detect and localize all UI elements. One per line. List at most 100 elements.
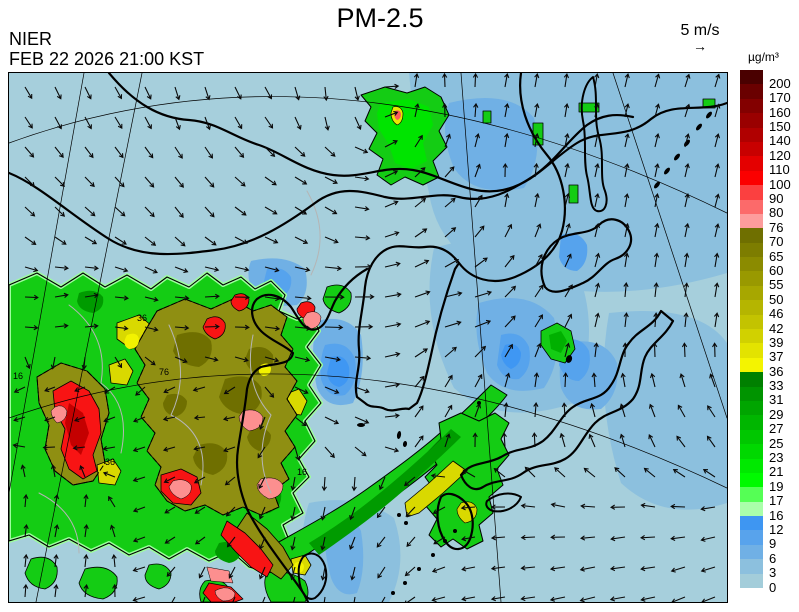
legend-color-box [740,213,763,229]
wind-arrow [563,73,570,88]
wind-arrow [50,356,56,370]
wind-arrow [132,566,146,573]
wind-arrow [444,374,453,388]
wind-arrow [564,192,571,208]
wind-arrow [384,140,398,148]
wind-arrow [384,170,399,178]
wind-arrow [652,342,658,358]
contour-label: 36 [137,313,147,323]
wind-arrow [354,116,362,130]
wind-arrow [414,134,423,148]
legend-color-box [740,458,763,474]
wind-arrow [54,176,65,187]
island [443,539,447,543]
province-border [38,492,80,554]
coastline-honshu [459,309,675,491]
wind-arrow [290,476,296,491]
wind-arrow [264,266,280,273]
province-border [249,334,272,494]
wind-arrow [534,253,543,268]
wind-arrow [83,584,89,598]
legend-color-box [740,544,763,560]
wind-arrow [144,356,156,366]
wind-arrow [619,433,626,448]
wind-arrow [714,282,720,298]
wind-arrow [473,102,479,118]
wind-arrow [84,292,99,299]
legend-color-box [740,386,763,402]
legend-color-box [740,141,763,157]
legend-tick-label: 37 [769,349,784,365]
legend-tick-label: 200 [769,75,791,91]
legend-color-box [740,530,763,546]
wind-arrow [324,146,336,157]
map-canvas: 16 36 16 76 36 [7,71,729,611]
legend-color-box [740,185,763,200]
wind-arrow [591,372,597,388]
wind-arrow [580,503,596,509]
wind-arrow [594,282,601,298]
legend-tick-label: 3 [769,565,777,581]
legend-tick-label: 65 [769,248,784,264]
wind-arrow [534,314,543,328]
wind-arrow [234,266,250,272]
wind-arrow [609,596,626,602]
wind-arrow [384,351,401,358]
wind-arrow [444,433,451,448]
wind-arrow [623,312,629,328]
wind-arrow [654,163,660,178]
wind-arrow [414,320,431,328]
wind-arrow [289,566,296,581]
wind-arrow [354,386,370,394]
page-title: PM-2.5 [336,3,424,33]
wind-arrow [624,163,630,178]
wind-arrow [354,146,369,154]
wind-arrow [24,86,33,100]
wind-arrow [294,386,309,394]
wind-arrow [376,536,386,548]
wind-arrow [502,162,508,178]
legend-tick-label: 50 [769,291,784,307]
graticule-parallel [8,96,728,214]
wind-arrow [324,356,341,362]
wind-arrow [133,416,146,423]
wind-arrow [24,266,39,273]
wind-arrow [588,433,596,448]
wind-arrow [44,386,56,393]
wind-arrow [132,446,146,453]
wind-arrow [414,197,427,208]
wind-arrow [534,223,542,238]
wind-arrow [84,236,98,245]
coastline-hokkaido [540,218,633,293]
legend-color-box [740,415,763,431]
wind-arrow [640,534,656,541]
wind-arrow [472,432,478,448]
legend-tick-label: 17 [769,493,784,509]
wind-arrow [23,583,29,598]
wind-arrow [433,536,446,545]
wind-arrow [54,86,62,100]
pm-yellow-patch [96,458,122,486]
wind-arrow [564,132,570,148]
wind-arrow [24,176,35,187]
wind-arrow [54,265,69,271]
wind-arrow [257,446,266,459]
wind-arrow [563,103,570,118]
wind-arrow [79,465,86,478]
wind-arrow [144,206,155,218]
wind-arrow [653,282,659,298]
wind-arrow [444,404,453,418]
wind-arrow [444,320,462,328]
wind-arrow [53,524,60,538]
wind-arrow [623,282,629,298]
legend-color-box [740,156,763,172]
blue-field [501,344,521,369]
wind-arrow [349,536,356,550]
wind-reference-arrow-icon: → [693,38,707,54]
wind-arrow [350,566,356,581]
wind-arrow [351,476,357,492]
wind-arrow [714,163,720,178]
wind-arrow [430,473,446,479]
wind-arrow [259,536,266,550]
wind-arrow [13,416,26,422]
